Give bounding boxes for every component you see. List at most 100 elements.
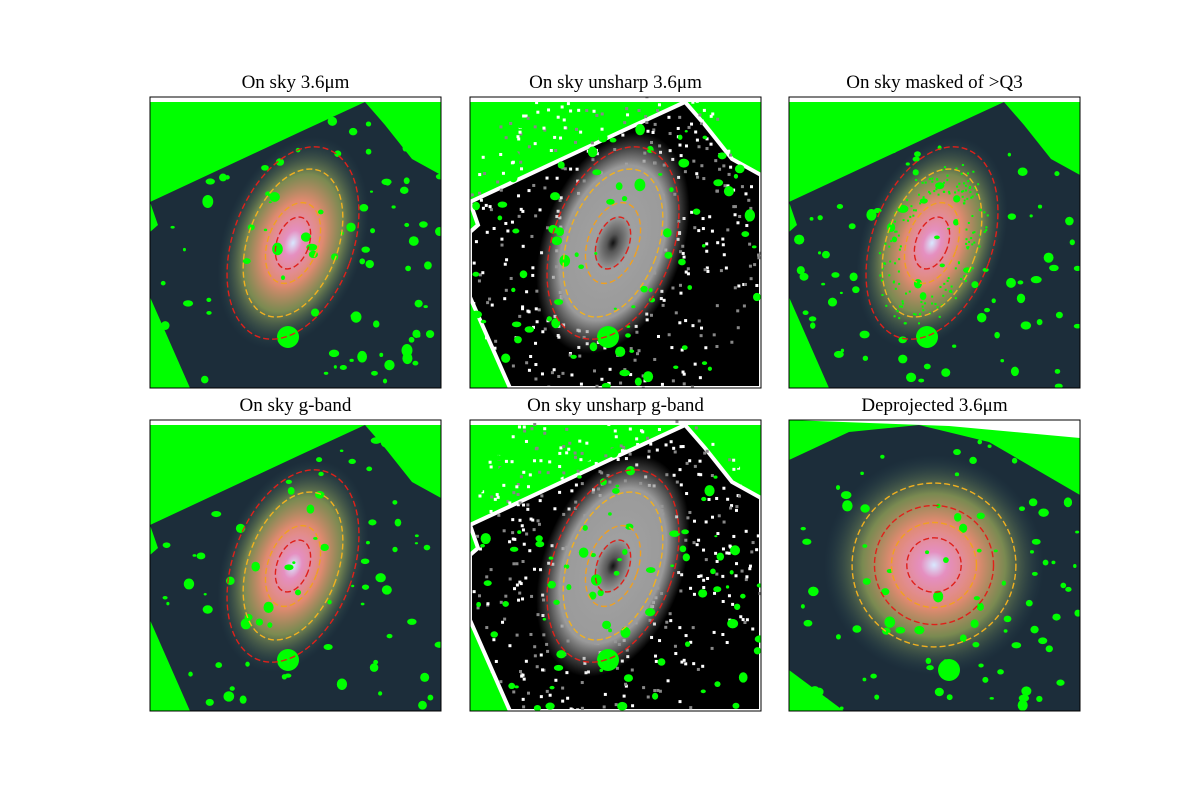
noise (531, 266, 535, 270)
noise (561, 686, 565, 690)
mask-blob (197, 135, 203, 141)
noise (565, 671, 569, 675)
mask-blob (424, 261, 432, 270)
mask-speck (928, 177, 931, 180)
noise (722, 164, 726, 168)
noise (686, 267, 690, 271)
panel (469, 419, 762, 746)
noise (744, 192, 748, 196)
mask-blob (223, 691, 235, 702)
noise (574, 455, 578, 459)
noise (596, 743, 599, 746)
mask-blob (839, 291, 843, 295)
mask-blob (738, 672, 748, 683)
mask-speck (924, 181, 927, 184)
noise (524, 114, 528, 118)
noise (689, 640, 693, 644)
noise (668, 612, 672, 616)
noise (600, 377, 604, 381)
mask-blob (247, 224, 255, 231)
mask-blob (205, 698, 214, 706)
noise (756, 534, 760, 538)
noise (499, 125, 503, 129)
mask-blob (752, 292, 761, 302)
noise (628, 427, 632, 431)
noise (716, 241, 720, 245)
noise (516, 483, 520, 487)
mask-blob (370, 437, 382, 444)
noise (745, 618, 749, 622)
mask-blob (643, 371, 654, 383)
mask-blob (551, 236, 563, 246)
noise (509, 276, 513, 280)
mask-blob (557, 161, 565, 169)
mask-blob (959, 634, 967, 643)
mask-speck (878, 252, 881, 255)
mask-speck (931, 302, 934, 305)
mask-blob (852, 286, 860, 294)
isophote-ellipse (226, 469, 360, 663)
mask-blob (277, 649, 299, 671)
isophote-ellipse (274, 216, 312, 270)
panel-title: On sky unsharp g-band (527, 395, 704, 416)
mask-blob (535, 535, 543, 542)
mask-blob (241, 456, 246, 461)
mask-blob (258, 440, 268, 448)
noise (690, 385, 694, 388)
mask-blob (648, 297, 656, 303)
noise (707, 497, 711, 501)
mask-blob (292, 561, 296, 565)
noise (704, 346, 708, 350)
noise (607, 422, 611, 426)
mask-blob (713, 475, 718, 479)
noise (512, 491, 516, 495)
noise (697, 319, 701, 323)
noise (733, 205, 737, 209)
mask-blob (629, 349, 635, 353)
mask-blob (589, 591, 597, 600)
noise (733, 286, 737, 290)
noise (533, 645, 537, 649)
noise (565, 451, 569, 455)
mask-speck (881, 267, 884, 270)
mask-blob (261, 164, 269, 171)
mask-blob (840, 348, 845, 353)
mask-speck (881, 279, 884, 282)
mask-speck (933, 190, 936, 193)
noise (537, 308, 541, 312)
white-corner (789, 420, 1080, 438)
noise (553, 507, 557, 511)
mask-blob (425, 330, 435, 338)
noise (699, 473, 703, 477)
noise (510, 220, 514, 224)
isophote-ellipse (546, 469, 680, 663)
noise (539, 459, 543, 463)
mask-speck (965, 238, 968, 241)
noise (529, 517, 533, 521)
noise (572, 93, 575, 96)
top-strip (470, 420, 761, 425)
mask-blob (381, 585, 392, 595)
mask-blob (613, 570, 620, 576)
noise (565, 427, 569, 431)
noise (636, 352, 640, 356)
mask-blob (316, 457, 323, 463)
mask-blob (939, 263, 945, 268)
mask-blob (835, 485, 841, 490)
noise (566, 102, 570, 106)
mask-blob (754, 635, 761, 643)
noise (674, 311, 678, 315)
noise (504, 288, 508, 292)
noise (562, 471, 566, 475)
mask-blob (327, 599, 332, 605)
noise (529, 632, 533, 636)
mask-speck (986, 214, 989, 217)
isophote-ellipse (242, 491, 344, 641)
noise (485, 336, 489, 340)
mask-blob (508, 682, 516, 690)
noise (715, 189, 719, 193)
mask-blob (796, 266, 805, 275)
mask-blob (1030, 625, 1039, 634)
mask-blob (1073, 563, 1077, 568)
